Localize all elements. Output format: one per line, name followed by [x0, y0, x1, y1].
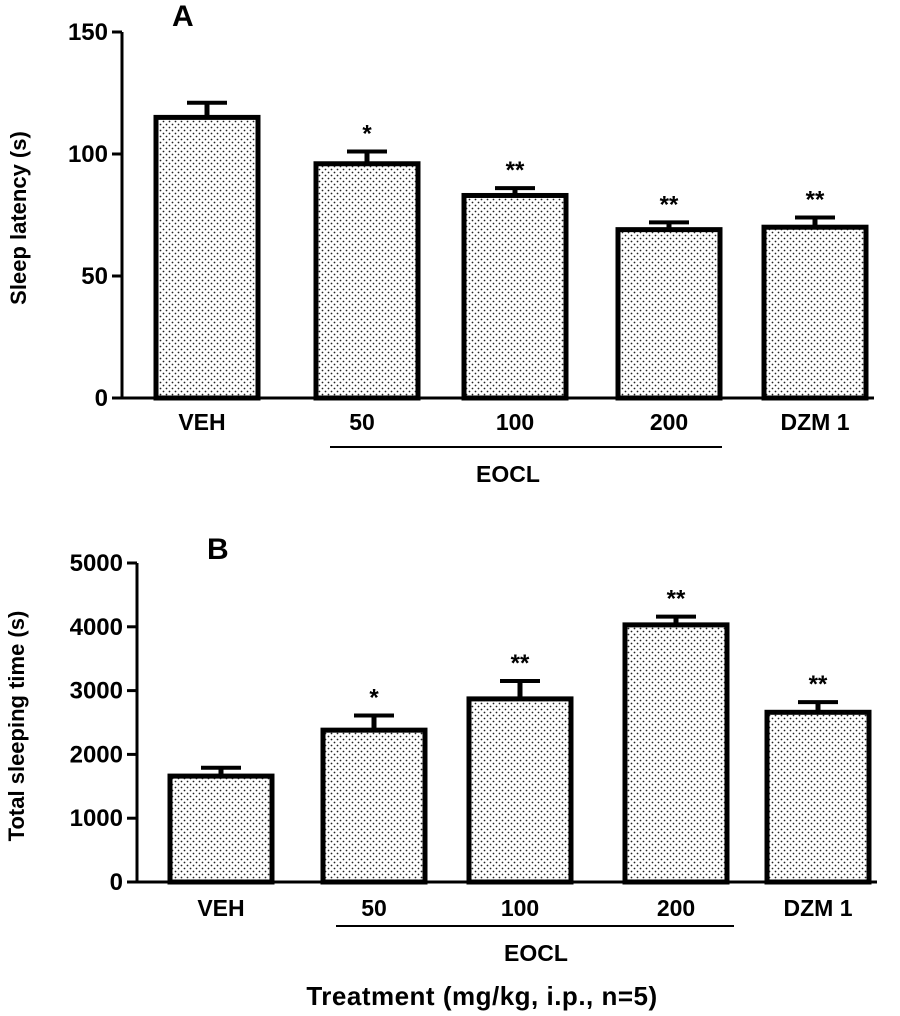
panel-b-y-axis-label: Total sleeping time (s)	[4, 611, 29, 842]
panel-b-bar	[764, 709, 872, 885]
panel-b-significance-label: **	[511, 650, 530, 677]
panel-b-marks: 0 1000 2000 3000 4000 5000 VEH * 50 ** 100 ** 200 ** D…	[70, 550, 877, 927]
panel-b-y-tick-label: 5000	[70, 550, 123, 577]
panel-a-significance-label: *	[362, 121, 372, 148]
panel-a-group-label: EOCL	[476, 461, 540, 487]
panel-a-category-label: DZM 1	[781, 409, 850, 435]
panel-a-y-tick-label: 50	[81, 263, 108, 290]
panel-a-chart: A Sleep latency (s) 0 50 100 150 VEH * 50 ** 100…	[6, 0, 874, 487]
panel-a-significance-label: **	[806, 186, 825, 213]
panel-b-y-tick-label: 2000	[70, 741, 123, 768]
panel-a-bar	[313, 161, 421, 401]
panel-a-bar	[461, 192, 569, 401]
panel-a-category-label: 100	[496, 409, 534, 435]
panel-b-letter: B	[207, 533, 229, 566]
panel-a-significance-label: **	[506, 157, 525, 184]
panel-b-group-label: EOCL	[504, 940, 568, 966]
panel-b-category-label: 200	[657, 895, 695, 921]
panel-b-y-tick-label: 1000	[70, 805, 123, 832]
panel-a-y-tick-label: 100	[68, 141, 108, 168]
panel-b-bar	[466, 696, 574, 885]
panel-a-y-axis-label: Sleep latency (s)	[6, 131, 31, 305]
x-axis-title: Treatment (mg/kg, i.p., n=5)	[306, 981, 657, 1011]
panel-b-bar	[167, 773, 275, 885]
panel-a-significance-label: **	[660, 191, 679, 218]
panel-a-category-label: VEH	[178, 409, 225, 435]
panel-a-category-label: 200	[650, 409, 688, 435]
panel-a-bar	[615, 227, 723, 401]
panel-b-significance-label: **	[809, 671, 828, 698]
panel-b-y-tick-label: 3000	[70, 678, 123, 705]
panel-b-significance-label: *	[369, 684, 379, 711]
panel-a-y-tick-label: 150	[68, 19, 108, 46]
panel-b-bar	[320, 727, 428, 885]
panel-b-category-label: 100	[501, 895, 539, 921]
panel-b-category-label: DZM 1	[784, 895, 853, 921]
panel-a-bar	[153, 114, 261, 401]
panel-a-category-label: 50	[349, 409, 375, 435]
panel-b-y-tick-label: 0	[110, 869, 123, 896]
panel-b-category-label: 50	[361, 895, 387, 921]
panel-a-y-tick-label: 0	[95, 385, 108, 412]
panel-b-y-tick-label: 4000	[70, 614, 123, 641]
panel-a-letter: A	[172, 0, 194, 33]
panel-a-marks: 0 50 100 150 VEH * 50 ** 100 ** 200 ** DZM 1	[68, 19, 874, 448]
panel-b-category-label: VEH	[197, 895, 244, 921]
panel-a-bar	[761, 224, 869, 401]
panel-b-significance-label: **	[667, 586, 686, 613]
panel-b-chart: B Total sleeping time (s) 0 1000 2000 3000 4…	[4, 533, 877, 966]
panel-b-bar	[622, 622, 730, 885]
